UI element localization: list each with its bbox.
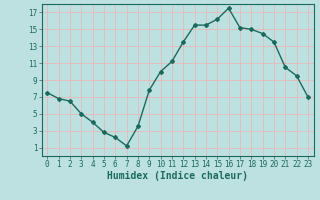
X-axis label: Humidex (Indice chaleur): Humidex (Indice chaleur): [107, 171, 248, 181]
